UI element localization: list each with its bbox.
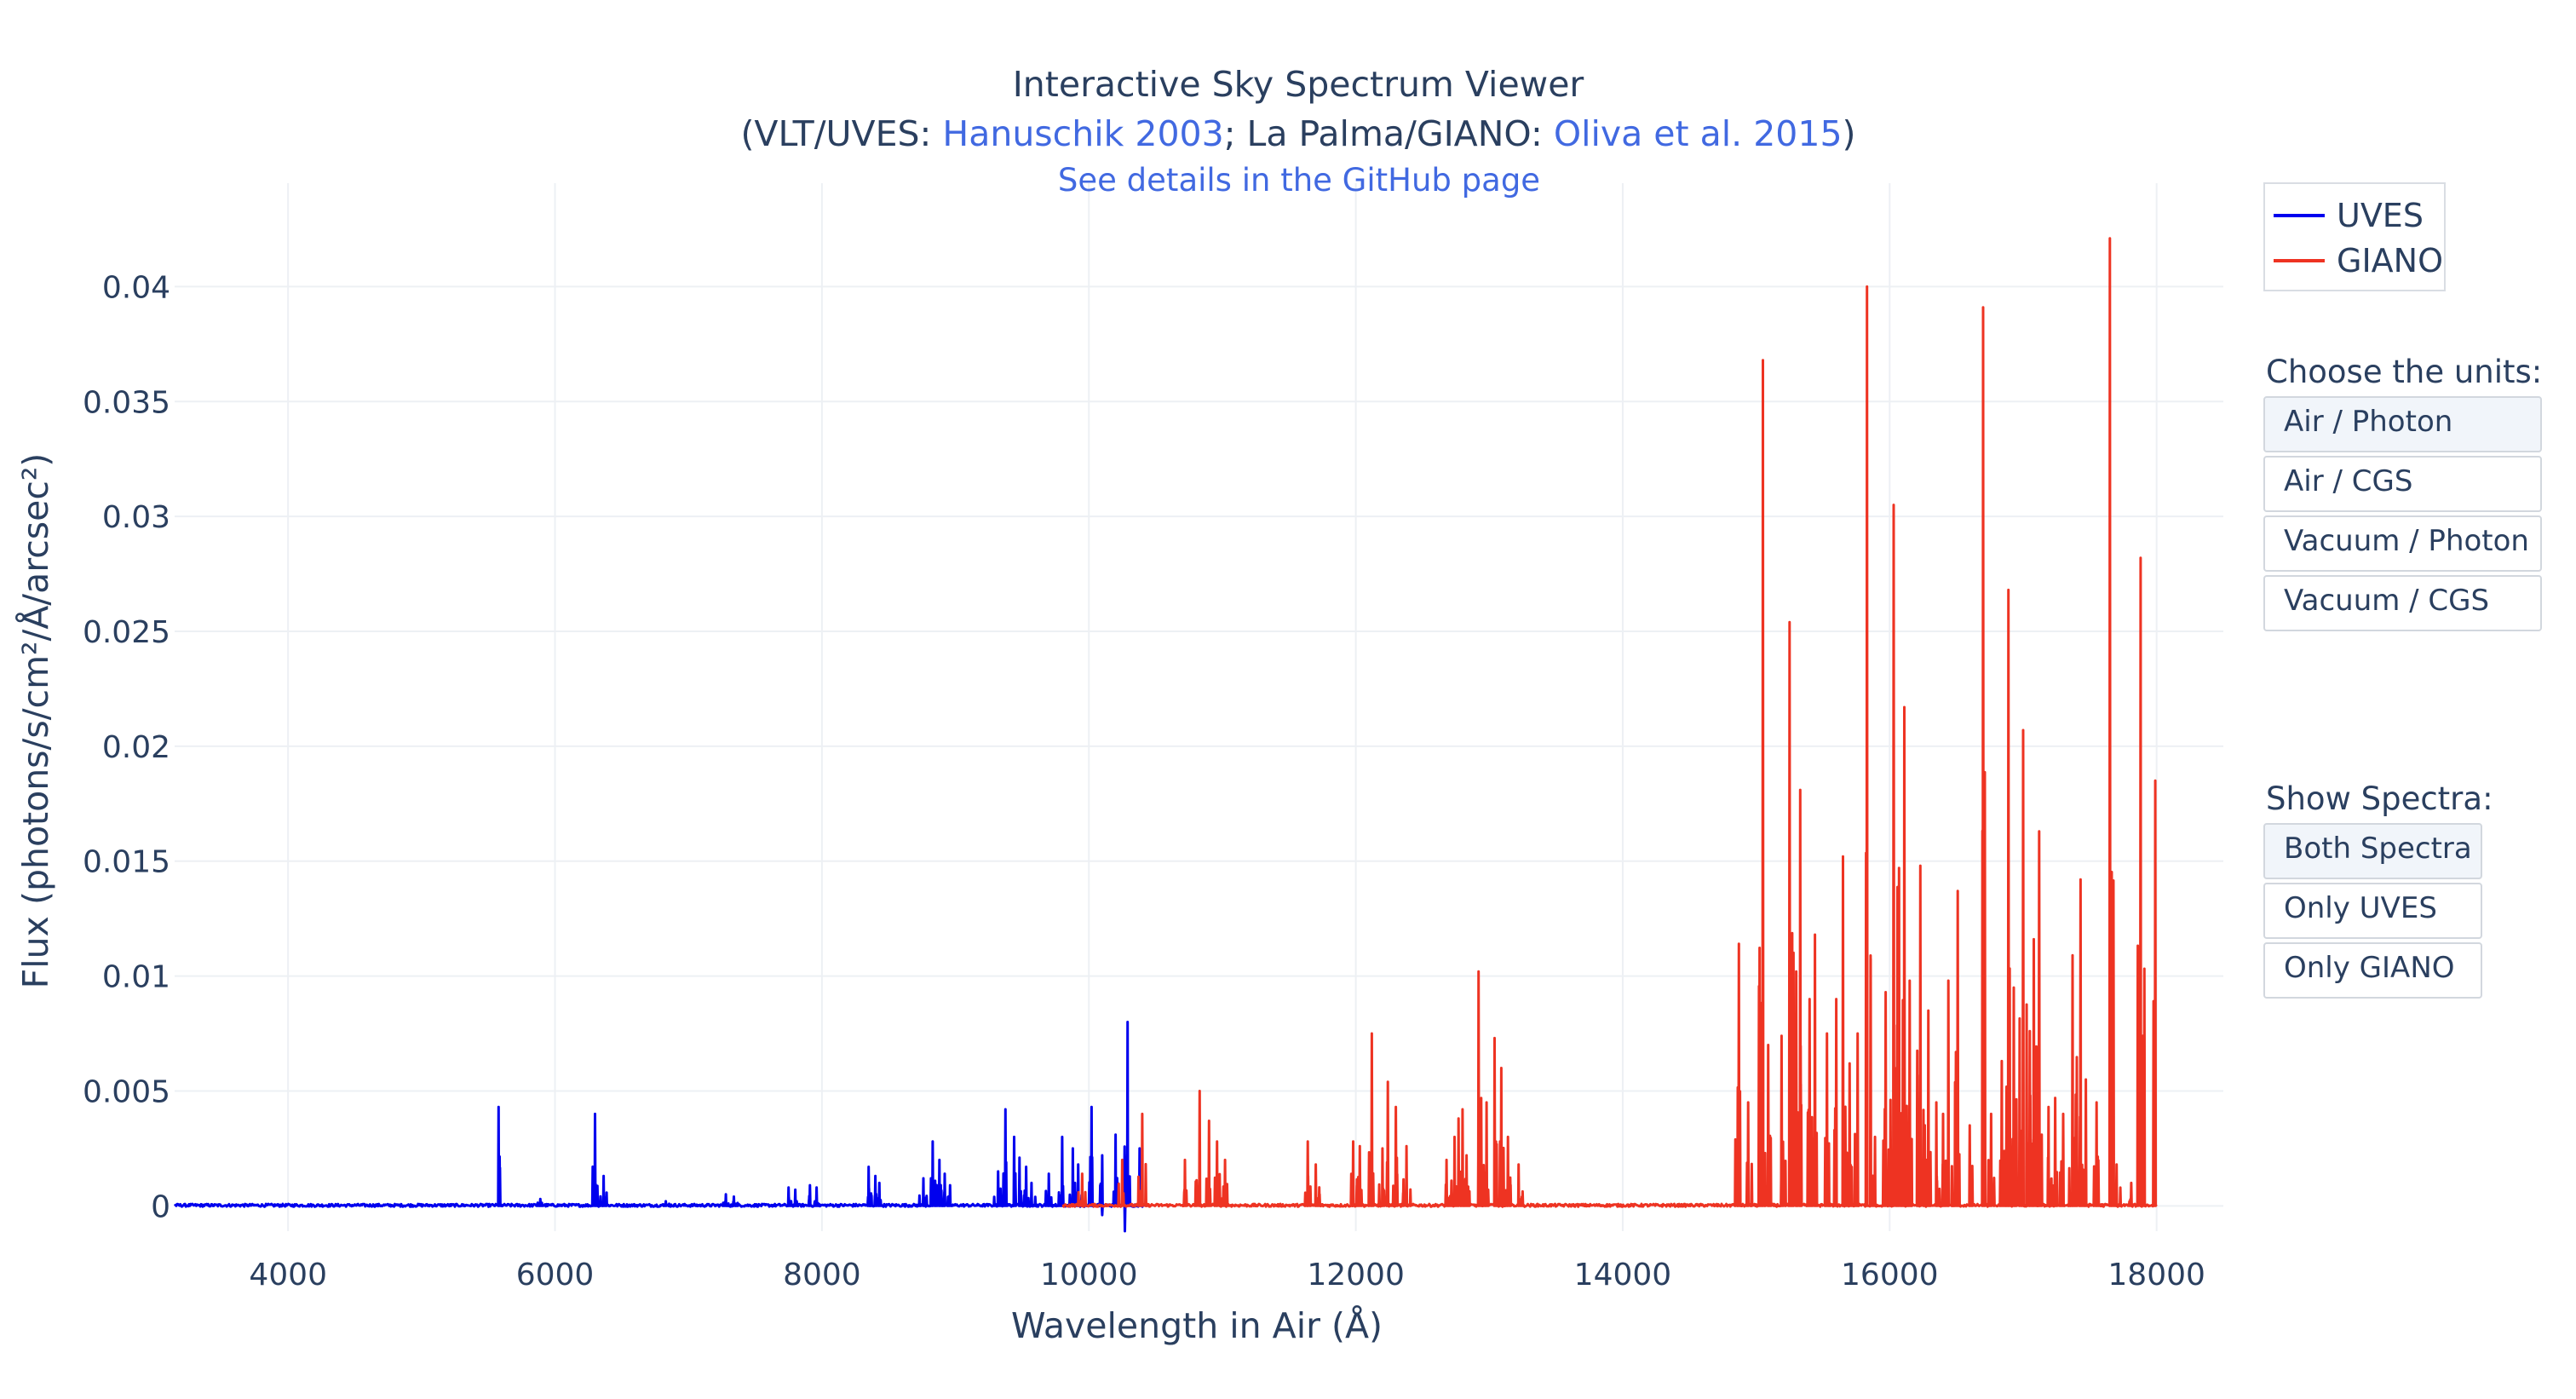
y-tick-label: 0.015 xyxy=(83,845,170,880)
x-tick-label: 8000 xyxy=(783,1258,861,1292)
y-tick-label: 0.03 xyxy=(102,500,170,535)
x-tick-label: 4000 xyxy=(249,1258,327,1292)
series-line-giano[interactable] xyxy=(1061,237,2158,1208)
legend-item-uves[interactable]: UVES xyxy=(2274,193,2424,238)
only-uves-button[interactable]: Only UVES xyxy=(2263,883,2482,939)
x-tick-label: 6000 xyxy=(516,1258,595,1292)
y-tick-label: 0 xyxy=(151,1189,170,1224)
y-tick-label: 0.04 xyxy=(102,270,170,305)
x-axis-label: Wavelength in Air (Å) xyxy=(1011,1305,1383,1346)
y-axis-label: Flux (photons/s/cm²/Å/arcsec²) xyxy=(15,453,56,989)
vacuum-cgs-button[interactable]: Vacuum / CGS xyxy=(2263,575,2542,631)
series-line-uves[interactable] xyxy=(173,1021,1147,1233)
uves-swatch xyxy=(2274,214,2325,217)
units-menu-title: Choose the units: xyxy=(2266,354,2543,390)
y-tick-label: 0.025 xyxy=(83,615,170,650)
title-suffix: ) xyxy=(1842,113,1856,154)
giano-swatch xyxy=(2274,259,2325,262)
title-middle: ; La Palma/GIANO: xyxy=(1223,113,1554,154)
title-line-1: Interactive Sky Spectrum Viewer xyxy=(1012,64,1584,105)
x-tick-label: 14000 xyxy=(1574,1258,1672,1292)
legend-label-giano: GIANO xyxy=(2337,242,2443,279)
x-tick-label: 10000 xyxy=(1040,1258,1138,1292)
y-tick-label: 0.005 xyxy=(83,1074,170,1109)
title-line-2: (VLT/UVES: Hanuschik 2003; La Palma/GIAN… xyxy=(0,109,2576,158)
x-tick-label: 16000 xyxy=(1841,1258,1939,1292)
air-photon-button[interactable]: Air / Photon xyxy=(2263,396,2542,452)
x-tick-label: 12000 xyxy=(1307,1258,1405,1292)
title-prefix: (VLT/UVES: xyxy=(740,113,943,154)
spectra-menu-title: Show Spectra: xyxy=(2266,780,2493,817)
legend-label-uves: UVES xyxy=(2337,197,2424,234)
github-link[interactable]: See details in the GitHub page xyxy=(1057,162,1541,199)
hanuschik-link[interactable]: Hanuschik 2003 xyxy=(942,113,1224,154)
y-tick-label: 0.01 xyxy=(102,960,170,995)
y-tick-label: 0.035 xyxy=(83,385,170,420)
only-giano-button[interactable]: Only GIANO xyxy=(2263,942,2482,999)
chart-title: Interactive Sky Spectrum Viewer (VLT/UVE… xyxy=(0,60,2576,158)
vacuum-photon-button[interactable]: Vacuum / Photon xyxy=(2263,515,2542,572)
both-spectra-button[interactable]: Both Spectra xyxy=(2263,823,2482,879)
y-tick-label: 0.02 xyxy=(102,730,170,765)
legend: UVES GIANO xyxy=(2263,182,2446,291)
air-cgs-button[interactable]: Air / CGS xyxy=(2263,456,2542,512)
legend-item-giano[interactable]: GIANO xyxy=(2274,239,2443,283)
x-tick-label: 18000 xyxy=(2107,1258,2205,1292)
oliva-link[interactable]: Oliva et al. 2015 xyxy=(1553,113,1843,154)
